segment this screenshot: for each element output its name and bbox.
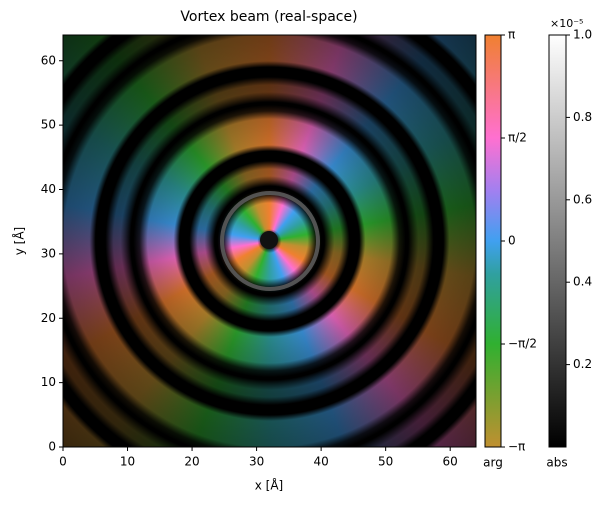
y-tick-label: 30 bbox=[41, 246, 56, 260]
colorbar-tick-label: −π bbox=[508, 440, 525, 454]
chart-title: Vortex beam (real-space) bbox=[180, 9, 357, 25]
colorbar-frame bbox=[484, 34, 502, 448]
x-tick-label: 50 bbox=[378, 455, 393, 469]
colorbar-tick-label: 0.4 bbox=[573, 275, 592, 289]
x-tick-label: 10 bbox=[120, 455, 135, 469]
colorbar-frame bbox=[548, 34, 567, 448]
inner-ring bbox=[220, 191, 320, 291]
y-tick-label: 50 bbox=[41, 118, 56, 132]
colorbar-tick-label: 0.8 bbox=[573, 110, 592, 124]
colorbar-tick-label: 0.6 bbox=[573, 192, 592, 206]
x-tick-label: 60 bbox=[443, 455, 458, 469]
arg-colorbar bbox=[485, 35, 501, 447]
x-tick-label: 30 bbox=[249, 455, 264, 469]
x-tick-label: 40 bbox=[313, 455, 328, 469]
colorbar-tick-label: 0.2 bbox=[573, 357, 592, 371]
x-tick-label: 20 bbox=[184, 455, 199, 469]
axes-frame bbox=[62, 34, 477, 448]
colorbar-tick-label: −π/2 bbox=[508, 337, 537, 351]
y-axis-label: y [Å] bbox=[12, 227, 27, 256]
colorbar-tick-label: 0 bbox=[508, 234, 516, 248]
colorbar-tick-label: π bbox=[508, 28, 515, 42]
y-tick-label: 10 bbox=[41, 375, 56, 389]
abs-colorbar bbox=[549, 35, 566, 447]
vortex-image bbox=[63, 35, 476, 447]
colorbar-tick-label: π/2 bbox=[508, 131, 527, 145]
x-axis-label: x [Å] bbox=[255, 478, 284, 493]
colorbar-label: abs bbox=[546, 456, 567, 470]
x-tick-label: 0 bbox=[59, 455, 67, 469]
colorbar-offset: ×10⁻⁵ bbox=[550, 17, 583, 30]
colorbar-tick-label: 1.0 bbox=[573, 28, 592, 42]
y-tick-label: 0 bbox=[48, 440, 56, 454]
y-tick-label: 40 bbox=[41, 182, 56, 196]
core bbox=[260, 231, 278, 249]
y-tick-label: 60 bbox=[41, 53, 56, 67]
colorbar-label: arg bbox=[483, 456, 503, 470]
y-tick-label: 20 bbox=[41, 311, 56, 325]
